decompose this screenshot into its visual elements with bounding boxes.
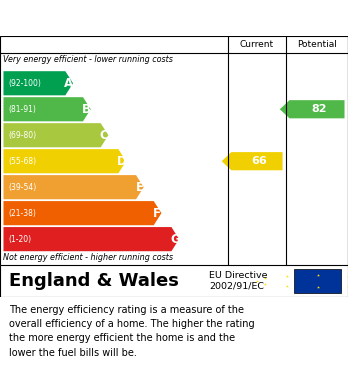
- Text: 82: 82: [311, 104, 326, 114]
- Text: Very energy efficient - lower running costs: Very energy efficient - lower running co…: [3, 56, 173, 65]
- Bar: [294, 269, 341, 293]
- Text: E: E: [136, 181, 143, 194]
- Text: (55-68): (55-68): [8, 157, 36, 166]
- Text: G: G: [170, 233, 180, 246]
- Text: Current: Current: [240, 40, 274, 49]
- Polygon shape: [3, 149, 126, 173]
- Text: A: A: [64, 77, 73, 90]
- Text: EU Directive
2002/91/EC: EU Directive 2002/91/EC: [209, 271, 267, 291]
- Polygon shape: [280, 100, 345, 118]
- Text: (92-100): (92-100): [8, 79, 41, 88]
- Text: (81-91): (81-91): [8, 105, 36, 114]
- Text: The energy efficiency rating is a measure of the
overall efficiency of a home. T: The energy efficiency rating is a measur…: [9, 305, 254, 358]
- Polygon shape: [3, 123, 108, 147]
- Polygon shape: [3, 71, 73, 95]
- Text: 66: 66: [251, 156, 267, 166]
- Polygon shape: [3, 201, 161, 225]
- Text: B: B: [82, 103, 91, 116]
- Polygon shape: [222, 152, 283, 170]
- Text: Energy Efficiency Rating: Energy Efficiency Rating: [9, 9, 238, 27]
- Text: F: F: [153, 207, 161, 220]
- Text: (39-54): (39-54): [8, 183, 36, 192]
- Text: England & Wales: England & Wales: [9, 272, 179, 290]
- Text: Not energy efficient - higher running costs: Not energy efficient - higher running co…: [3, 253, 174, 262]
- Text: (69-80): (69-80): [8, 131, 36, 140]
- Text: Potential: Potential: [297, 40, 337, 49]
- Text: (1-20): (1-20): [8, 235, 31, 244]
- Polygon shape: [3, 175, 144, 199]
- Polygon shape: [3, 97, 91, 121]
- Polygon shape: [3, 227, 179, 251]
- Text: (21-38): (21-38): [8, 209, 36, 218]
- Text: D: D: [117, 155, 127, 168]
- Text: C: C: [100, 129, 109, 142]
